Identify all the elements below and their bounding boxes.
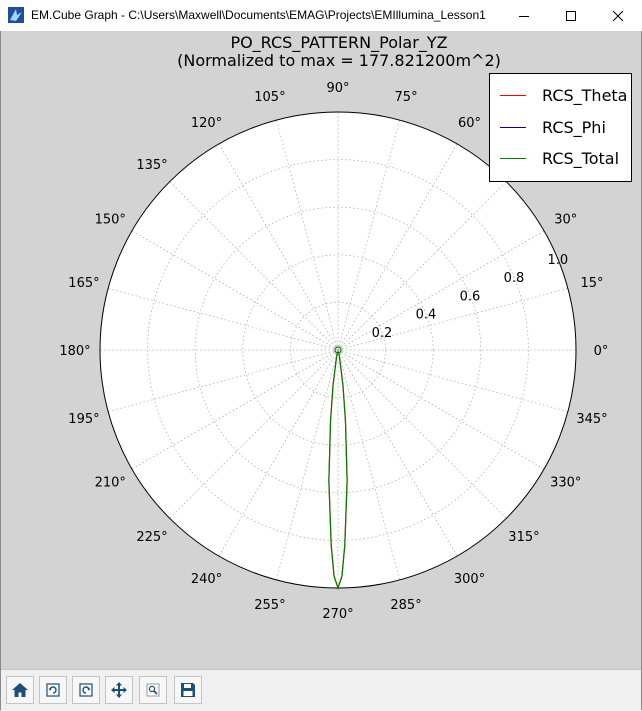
legend-swatch-rcs-total <box>500 157 526 159</box>
origin-marker <box>334 346 342 354</box>
legend-label-rcs-theta: RCS_Theta <box>542 85 628 105</box>
angle-tick-label: 90° <box>326 81 349 96</box>
angle-tick-label: 270° <box>322 607 353 622</box>
window-titlebar: EM.Cube Graph - C:\Users\Maxwell\Documen… <box>0 0 642 32</box>
legend-item-rcs-theta: RCS_Theta <box>500 84 627 106</box>
radial-tick-label: 0.2 <box>372 326 393 341</box>
maximize-button[interactable] <box>548 0 594 31</box>
legend-item-rcs-phi: RCS_Phi <box>500 116 606 138</box>
angle-tick-label: 135° <box>136 158 167 173</box>
window-border-left <box>0 31 1 710</box>
zoom-icon <box>146 683 160 697</box>
angle-tick-label: 330° <box>550 476 581 491</box>
figure-canvas: PO_RCS_PATTERN_Polar_YZ (Normalized to m… <box>1 31 641 669</box>
save-icon <box>181 683 195 697</box>
chart-title: PO_RCS_PATTERN_Polar_YZ <box>230 33 448 52</box>
legend-swatch-rcs-phi <box>500 126 526 128</box>
angle-tick-label: 255° <box>254 598 285 613</box>
maximize-icon <box>566 10 576 21</box>
radial-gridline <box>289 301 386 398</box>
legend-label-rcs-phi: RCS_Phi <box>542 117 606 137</box>
pan-icon <box>111 682 127 698</box>
radial-gridline <box>147 159 529 541</box>
series-line-rcs-total <box>328 351 348 590</box>
close-icon <box>612 10 624 21</box>
minimize-icon <box>519 15 529 17</box>
navigation-toolbar <box>1 669 641 711</box>
angle-tick-label: 105° <box>254 90 285 105</box>
angle-tick-label: 150° <box>95 213 126 228</box>
angle-tick-label: 240° <box>191 572 222 587</box>
home-icon <box>12 683 28 697</box>
angle-tick-label: 75° <box>395 90 418 105</box>
angle-tick-label: 165° <box>68 276 99 291</box>
home-button[interactable] <box>6 676 34 704</box>
angle-tick-label: 15° <box>581 276 604 291</box>
back-button[interactable] <box>39 676 67 704</box>
angle-tick-label: 300° <box>454 572 485 587</box>
angle-tick-label: 30° <box>554 213 577 228</box>
back-icon <box>46 683 60 697</box>
radial-tick-label: 0.8 <box>504 271 525 286</box>
pan-button[interactable] <box>105 676 133 704</box>
angle-tick-label: 210° <box>95 476 126 491</box>
legend-label-rcs-total: RCS_Total <box>542 148 620 168</box>
window-title: EM.Cube Graph - C:\Users\Maxwell\Documen… <box>31 8 486 22</box>
chart-legend: RCS_Theta RCS_Phi RCS_Total <box>489 73 632 182</box>
angle-tick-label: 345° <box>576 412 607 427</box>
angle-tick-label: 120° <box>191 116 222 131</box>
angle-tick-label: 180° <box>59 344 90 359</box>
angle-tick-label: 285° <box>390 598 421 613</box>
save-button[interactable] <box>174 676 202 704</box>
forward-button[interactable] <box>72 676 100 704</box>
legend-item-rcs-total: RCS_Total <box>500 147 619 169</box>
app-icon <box>8 7 24 23</box>
angle-tick-label: 315° <box>508 530 539 545</box>
radial-gridline <box>194 206 482 494</box>
angle-tick-label: 195° <box>68 412 99 427</box>
radial-tick-label: 0.4 <box>416 308 437 323</box>
angle-tick-label: 225° <box>136 530 167 545</box>
minimize-button[interactable] <box>501 0 547 31</box>
close-button[interactable] <box>595 0 641 31</box>
angle-tick-label: 0° <box>594 344 609 359</box>
forward-icon <box>79 683 93 697</box>
radial-gridline <box>242 254 434 446</box>
angle-tick-label: 60° <box>458 116 481 131</box>
zoom-button[interactable] <box>139 676 167 704</box>
legend-swatch-rcs-theta <box>500 94 526 96</box>
radial-tick-label: 0.6 <box>460 289 481 304</box>
polar-plot: 0°15°30°45°60°75°90°105°120°135°150°165°… <box>59 81 609 622</box>
chart-subtitle: (Normalized to max = 177.821200m^2) <box>177 51 501 70</box>
radial-tick-label: 1.0 <box>548 253 569 268</box>
